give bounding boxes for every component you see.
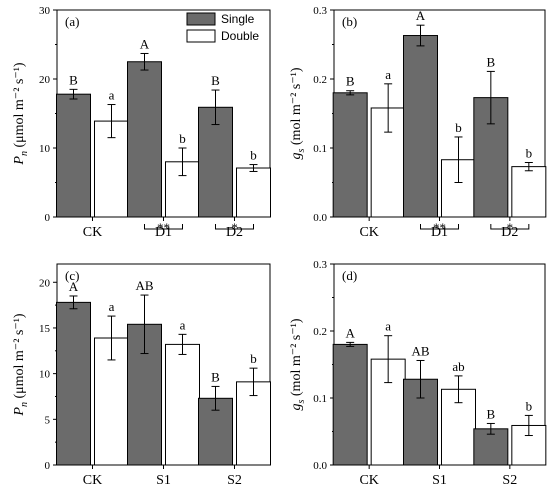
data-label: B xyxy=(211,73,220,88)
chart-panel-2: 0.00.10.20.3gs (mol m⁻² s⁻¹)(b)CKB aD1AbD… xyxy=(289,5,547,240)
significance-bracket xyxy=(144,224,183,230)
x-tick-label: S2 xyxy=(227,473,242,488)
data-label: ab xyxy=(452,359,464,374)
data-label: AB xyxy=(411,343,429,358)
panel-label: (a) xyxy=(65,14,79,29)
bar-single xyxy=(127,61,162,218)
data-label: A xyxy=(416,8,426,23)
y-tick-label: 30 xyxy=(39,5,51,17)
y-tick-label: 0.0 xyxy=(313,212,327,224)
data-label: a xyxy=(109,299,115,314)
data-label: B xyxy=(69,72,78,87)
data-label: a xyxy=(385,67,391,82)
data-label: b xyxy=(455,120,462,135)
significance-bracket xyxy=(490,224,530,230)
y-tick-label: 15 xyxy=(39,323,51,335)
bar-single xyxy=(198,106,233,218)
data-label: b xyxy=(526,398,533,413)
legend-label-double: Double xyxy=(221,29,259,43)
significance-bracket xyxy=(420,224,459,230)
y-tick-label: 0 xyxy=(45,212,51,224)
bar-single xyxy=(403,35,438,218)
y-tick-label: 0.2 xyxy=(313,326,327,338)
y-tick-label: 10 xyxy=(39,369,51,381)
panel-label: (c) xyxy=(65,268,79,283)
y-tick-label: 0.3 xyxy=(313,5,327,17)
y-tick-label: 0.3 xyxy=(313,259,327,271)
significance-label: ** xyxy=(157,220,170,235)
x-tick-label: CK xyxy=(83,473,102,488)
bar-single xyxy=(56,93,91,218)
y-tick-label: 0 xyxy=(45,460,51,472)
x-tick-label: S1 xyxy=(156,473,171,488)
data-label: a xyxy=(109,88,115,103)
x-tick-label: CK xyxy=(359,473,378,488)
bar-single xyxy=(56,301,91,466)
y-axis-label: gs (mol m⁻² s⁻¹) xyxy=(289,318,307,410)
data-label: B xyxy=(486,54,495,69)
data-label: b xyxy=(250,351,257,366)
y-axis-label: gs (mol m⁻² s⁻¹) xyxy=(289,67,307,159)
y-tick-label: 0.1 xyxy=(313,393,327,405)
bar-double xyxy=(236,167,271,218)
data-label: B xyxy=(346,74,355,89)
x-tick-label: CK xyxy=(359,225,378,240)
y-axis-label: Pn (μmol m⁻² s⁻¹) xyxy=(12,62,30,166)
data-label: a xyxy=(385,319,391,334)
data-label: A xyxy=(140,36,150,51)
y-tick-label: 20 xyxy=(39,74,51,86)
bar-single xyxy=(332,92,368,218)
chart-panel-3: 0 5 10 15 20 Pn (μmol m⁻² s⁻¹) (c) CK Aa S1 AB a S2 B… xyxy=(12,263,271,488)
significance-label: * xyxy=(231,220,238,235)
data-label: A xyxy=(69,279,79,294)
x-tick-label: CK xyxy=(83,225,102,240)
panel-label: (d) xyxy=(342,268,357,283)
y-axis-label: Pn (μmol m⁻² s⁻¹) xyxy=(12,313,30,417)
legend-swatch-double xyxy=(186,29,216,43)
data-label: AB xyxy=(135,278,153,293)
y-tick-label: 20 xyxy=(39,277,51,289)
significance-label: ** xyxy=(433,220,446,235)
significance-bracket xyxy=(215,224,254,230)
data-label: b xyxy=(526,145,533,160)
bar-double xyxy=(511,166,547,218)
bar-single xyxy=(332,343,368,466)
legend-label-single: Single xyxy=(221,12,255,26)
panel-label: (b) xyxy=(342,14,357,29)
y-tick-label: 5 xyxy=(45,414,51,426)
data-label: B xyxy=(211,369,220,384)
y-tick-label: 0.0 xyxy=(313,460,327,472)
y-tick-label: 0.2 xyxy=(313,74,327,86)
legend-swatch-single xyxy=(186,12,216,26)
data-label: b xyxy=(179,131,186,146)
y-tick-label: 0.1 xyxy=(313,143,327,155)
data-label: b xyxy=(250,148,257,163)
x-tick-label: S1 xyxy=(432,473,447,488)
bar-double xyxy=(165,343,200,466)
chart-panel-4: 0.0 0.1 0.2 0.3 gs (mol m⁻² s⁻¹) (d) CK A a S1 AB a… xyxy=(289,259,547,488)
y-tick-label: 10 xyxy=(39,143,51,155)
data-label: A xyxy=(345,325,355,340)
x-tick-label: S2 xyxy=(502,473,517,488)
data-label: B xyxy=(486,406,495,421)
significance-label: * xyxy=(507,220,514,235)
data-label: a xyxy=(180,317,186,332)
